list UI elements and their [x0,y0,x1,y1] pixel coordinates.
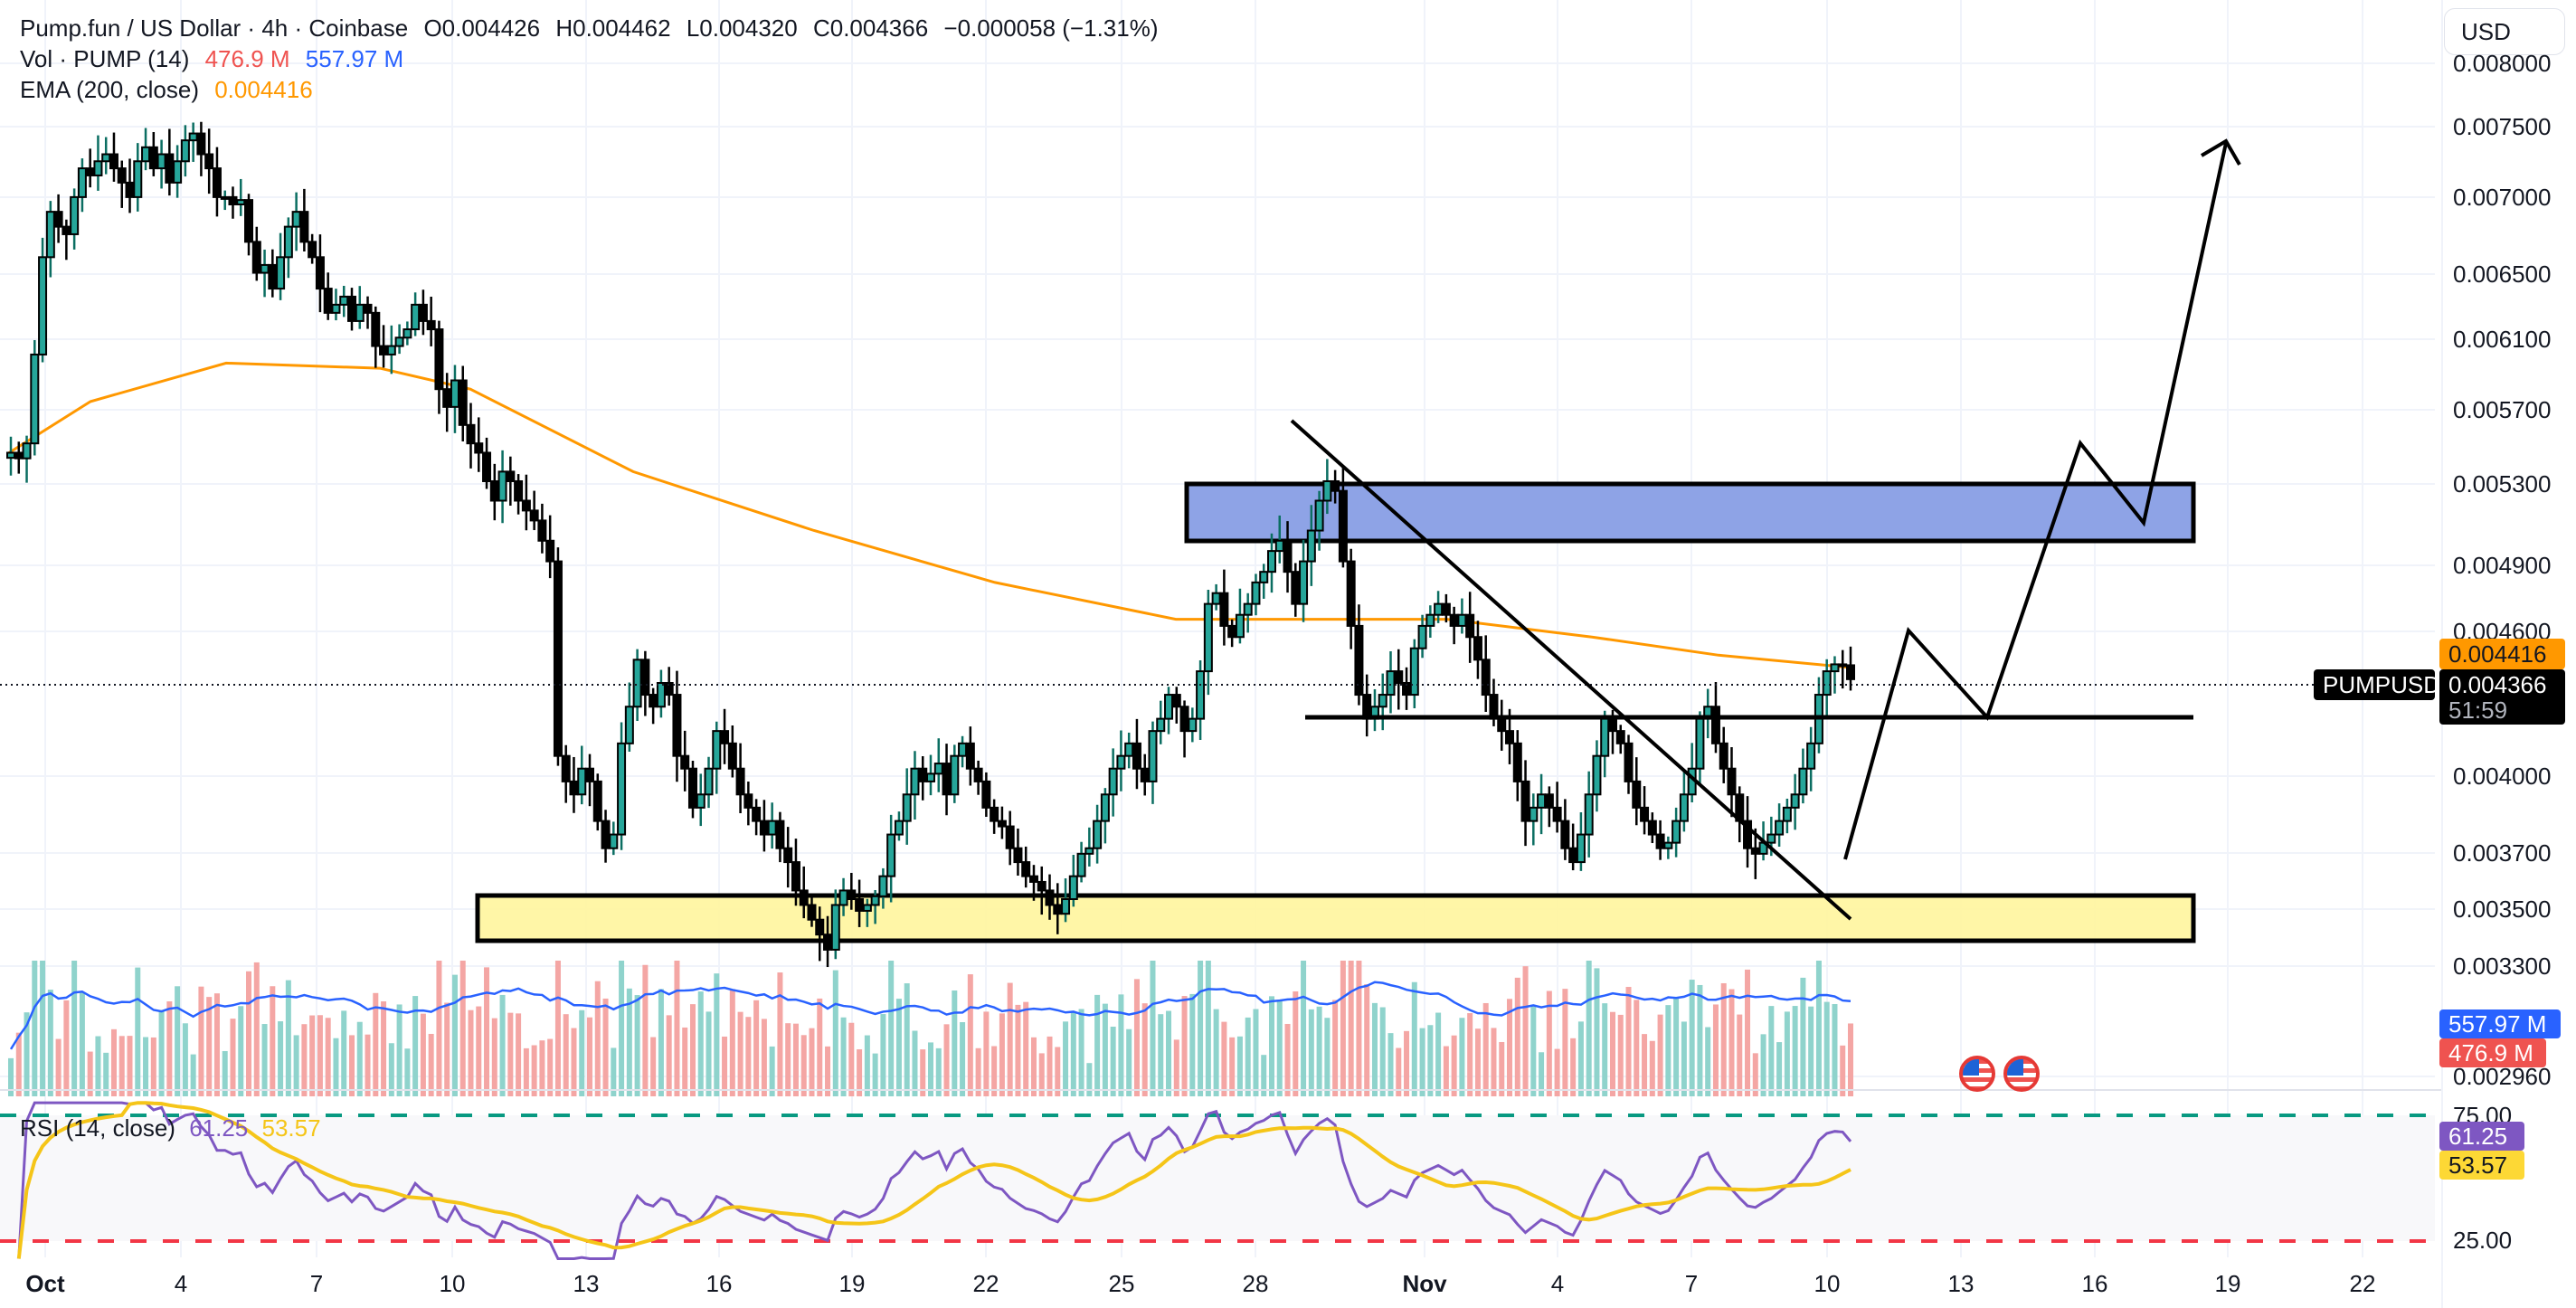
rsi-value-badge: 61.25 [2439,1122,2524,1151]
volume-legend[interactable]: Vol · PUMP (14) 476.9 M 557.97 M [20,43,412,74]
resistance-zone[interactable] [1184,481,2196,544]
descending-trendline[interactable] [1290,419,1852,921]
rsi-lower-label: 25.00 [2453,1227,2513,1254]
volume-ma-badge: 557.97 M [2439,1009,2561,1038]
ohlc-low: L0.004320 [686,14,798,42]
volume-label: Vol · PUMP (14) [20,45,190,72]
ema-label: EMA (200, close) [20,76,199,103]
volume-bars [8,961,1853,1096]
ema-200-line [8,361,1852,669]
ohlc-close: C0.004366 [812,14,929,42]
price-axis-label: 0.004000 [2453,763,2552,790]
ohlc-change: −0.000058 (−1.31%) [943,14,1159,42]
candlesticks [6,121,1855,968]
us-flag-event-icon[interactable] [2003,1056,2040,1092]
time-axis-label: 16 [706,1270,733,1297]
symbol-title: Pump.fun / US Dollar · 4h · Coinbase [20,14,409,42]
rsi-label: RSI (14, close) [20,1114,175,1142]
price-axis-label: 0.007500 [2453,113,2552,140]
time-axis-label: 19 [2214,1270,2241,1297]
volume-ma-value: 557.97 M [305,45,404,72]
support-zone[interactable] [475,893,2196,943]
rsi-legend[interactable]: RSI (14, close) 61.25 53.57 [20,1114,321,1142]
time-axis-label: Nov [1402,1270,1447,1297]
ema-legend[interactable]: EMA (200, close) 0.004416 [20,74,322,105]
rsi-ma-line [16,1101,1852,1259]
symbol-badge: PUMPUSD [2314,669,2440,700]
last-price-value: 0.004366 [2448,670,2547,698]
rsi-ma-badge: 53.57 [2439,1151,2524,1180]
price-axis-label: 0.006500 [2453,261,2552,288]
rsi-value: 61.25 [189,1114,249,1142]
ema-price-badge: 0.004416 [2439,639,2565,669]
volume-value: 476.9 M [204,45,290,72]
time-axis-label: 28 [1242,1270,1269,1297]
price-axis-label: 0.006100 [2453,326,2552,353]
volume-badge: 476.9 M [2439,1038,2546,1067]
rsi-ma-value: 53.57 [261,1114,321,1142]
symbol-legend[interactable]: Pump.fun / US Dollar · 4h · Coinbase O0.… [20,13,1168,43]
price-axis-label: 0.004900 [2453,552,2552,579]
ema-value: 0.004416 [214,76,313,103]
time-axis-label: 25 [1108,1270,1135,1297]
time-axis-label: 4 [1550,1270,1565,1297]
time-axis-label: 10 [1814,1270,1841,1297]
price-axis-label: 0.003500 [2453,896,2552,923]
time-axis-label: 7 [309,1270,324,1297]
ohlc-open: O0.004426 [423,14,541,42]
projection-path[interactable] [1843,142,2228,860]
volume-ma-line [9,981,1852,1050]
time-axis-label: Oct [25,1270,65,1297]
last-price-badge: 0.004366 51:59 [2439,669,2565,725]
time-axis-label: 16 [2081,1270,2108,1297]
ohlc-high: H0.004462 [555,14,671,42]
rsi-band-background [0,1115,2435,1241]
currency-button[interactable]: USD [2444,8,2565,55]
time-axis-label: 7 [1684,1270,1699,1297]
price-axis-label: 0.005700 [2453,396,2552,423]
price-axis-label: 0.008000 [2453,50,2552,77]
time-axis-label: 13 [573,1270,600,1297]
time-axis-label: 10 [439,1270,466,1297]
arrow-head-icon [2200,138,2241,166]
price-axis-label: 0.003700 [2453,839,2552,867]
price-axis-label: 0.003300 [2453,953,2552,980]
time-axis-label: 22 [972,1270,999,1297]
time-axis-label: 4 [174,1270,188,1297]
time-axis-label: 19 [838,1270,866,1297]
bar-countdown: 51:59 [2448,696,2508,724]
price-axis-label: 0.007000 [2453,184,2552,211]
time-axis-label: 13 [1947,1270,1975,1297]
time-axis-label: 22 [2349,1270,2376,1297]
price-axis-label: 0.002960 [2453,1063,2552,1090]
rsi-line [17,1101,1852,1260]
us-flag-event-icon[interactable] [1959,1056,1995,1092]
price-axis-label: 0.005300 [2453,470,2552,498]
